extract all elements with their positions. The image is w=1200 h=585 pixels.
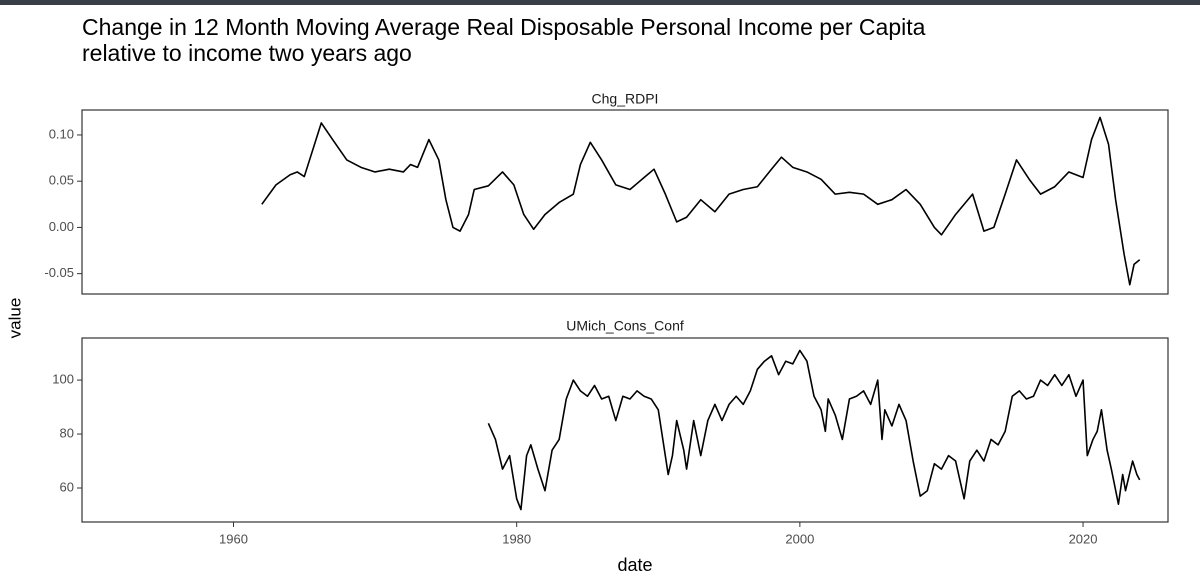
x-tick-label: 2000 xyxy=(785,531,814,546)
data-line xyxy=(487,349,1141,511)
y-tick-label: 0.00 xyxy=(49,219,74,234)
x-tick-label: 1960 xyxy=(219,531,248,546)
panel-border xyxy=(81,109,1169,295)
data-line xyxy=(261,116,1141,286)
window-bar xyxy=(0,0,1200,5)
y-tick-label: 0.05 xyxy=(49,173,74,188)
panel-border xyxy=(81,337,1169,523)
facet-label: UMich_Cons_Conf xyxy=(566,318,684,334)
y-tick-label: -0.05 xyxy=(44,265,74,280)
chart-subtitle: relative to income two years ago xyxy=(82,40,412,66)
x-axis-label: date xyxy=(617,555,652,575)
y-tick-label: 80 xyxy=(60,425,74,440)
facet-label: Chg_RDPI xyxy=(592,91,659,107)
y-tick-label: 0.10 xyxy=(49,126,74,141)
y-tick-label: 100 xyxy=(52,372,74,387)
chart-title: Change in 12 Month Moving Average Real D… xyxy=(82,14,926,40)
x-tick-label: 1980 xyxy=(502,531,531,546)
y-axis-label: value xyxy=(5,298,24,339)
y-tick-label: 60 xyxy=(60,479,74,494)
x-tick-label: 2020 xyxy=(1069,531,1098,546)
